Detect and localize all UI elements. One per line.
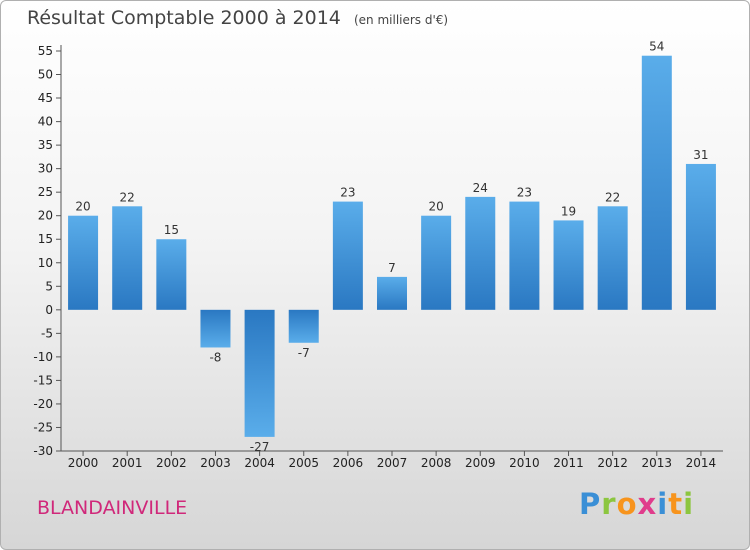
y-tick-label: 40 <box>38 115 53 129</box>
data-label: -27 <box>250 440 270 454</box>
x-tick-label: 2012 <box>597 456 628 470</box>
data-label: 22 <box>120 190 135 204</box>
data-label: 23 <box>340 186 355 200</box>
bar-2004 <box>244 309 275 437</box>
data-label: 24 <box>473 181 488 195</box>
data-label: 20 <box>428 200 443 214</box>
logo-letter: i <box>683 487 695 521</box>
bar-2014 <box>685 163 716 310</box>
data-label: 31 <box>693 148 708 162</box>
x-tick-label: 2002 <box>156 456 187 470</box>
bar-2008 <box>421 215 452 310</box>
bar-2006 <box>332 201 363 310</box>
x-tick-label: 2006 <box>333 456 364 470</box>
x-tick-label: 2003 <box>200 456 231 470</box>
bar-2003 <box>200 309 231 348</box>
x-tick-label: 2007 <box>377 456 408 470</box>
logo-letter: o <box>616 487 638 521</box>
y-tick-label: -30 <box>33 444 53 458</box>
y-tick-label: 10 <box>38 256 53 270</box>
bar-2005 <box>288 309 319 343</box>
chart-title-block: Résultat Comptable 2000 à 2014 (en milli… <box>27 7 448 29</box>
data-label: 20 <box>75 200 90 214</box>
data-label: 22 <box>605 190 620 204</box>
bar-2012 <box>597 206 628 310</box>
y-tick-label: 45 <box>38 91 53 105</box>
logo-letter: P <box>579 487 602 521</box>
y-tick-label: 5 <box>45 279 53 293</box>
x-tick-label: 2010 <box>509 456 540 470</box>
x-tick-label: 2014 <box>686 456 717 470</box>
y-tick-label: 15 <box>38 232 53 246</box>
chart-subtitle: (en milliers d'€) <box>353 13 449 27</box>
data-label: 15 <box>164 223 179 237</box>
y-tick-label: -25 <box>33 420 53 434</box>
chart-title: Résultat Comptable 2000 à 2014 <box>27 7 341 29</box>
bar-2009 <box>465 196 496 310</box>
x-tick-label: 2013 <box>642 456 673 470</box>
bar-2013 <box>641 55 672 310</box>
x-tick-label: 2011 <box>553 456 584 470</box>
x-tick-label: 2000 <box>68 456 99 470</box>
y-tick-label: 0 <box>45 303 53 317</box>
y-tick-label: -15 <box>33 373 53 387</box>
x-tick-label: 2005 <box>288 456 319 470</box>
y-tick-label: 55 <box>38 44 53 58</box>
town-name: BLANDAINVILLE <box>37 497 188 519</box>
y-tick-label: 30 <box>38 162 53 176</box>
bar-2011 <box>553 220 584 310</box>
x-tick-label: 2001 <box>112 456 143 470</box>
x-tick-label: 2008 <box>421 456 452 470</box>
y-tick-label: 35 <box>38 138 53 152</box>
logo-letter: i <box>657 487 669 521</box>
logo-letter: r <box>601 487 617 521</box>
data-label: 7 <box>388 261 396 275</box>
data-label: 19 <box>561 204 576 218</box>
y-tick-label: 50 <box>38 68 53 82</box>
proxiti-logo[interactable]: Proxiti <box>579 487 694 521</box>
data-label: -8 <box>209 350 221 364</box>
data-label: -7 <box>298 346 310 360</box>
y-tick-label: -5 <box>41 326 53 340</box>
data-label: 23 <box>517 186 532 200</box>
logo-letter: x <box>637 487 658 521</box>
bar-2002 <box>156 239 187 310</box>
y-tick-label: -10 <box>33 350 53 364</box>
y-tick-label: 25 <box>38 185 53 199</box>
logo-letter: t <box>668 487 684 521</box>
data-label: 54 <box>649 40 664 54</box>
bar-2007 <box>377 276 407 310</box>
y-tick-label: -20 <box>33 397 53 411</box>
x-tick-label: 2004 <box>244 456 275 470</box>
x-tick-label: 2009 <box>465 456 496 470</box>
bar-2000 <box>68 215 99 310</box>
bar-2010 <box>509 201 540 310</box>
bar-2001 <box>112 206 143 310</box>
y-tick-label: 20 <box>38 209 53 223</box>
